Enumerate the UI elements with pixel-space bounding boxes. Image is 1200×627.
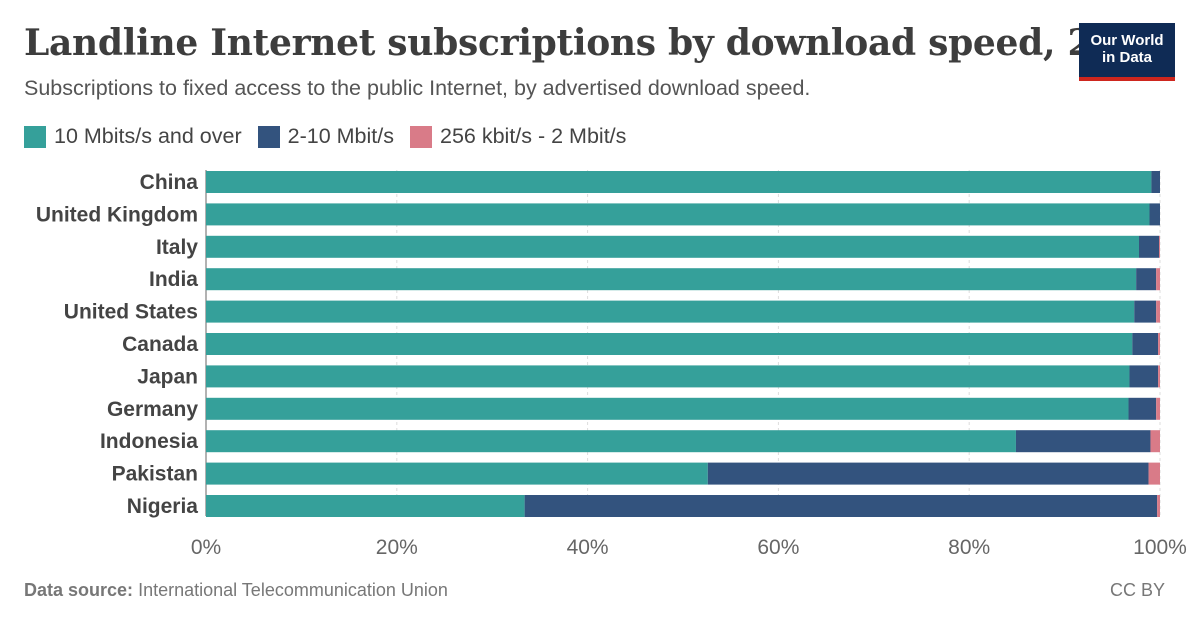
bar-segment[interactable] bbox=[206, 365, 1130, 388]
bar-segment[interactable] bbox=[1156, 397, 1160, 420]
bar-segment[interactable] bbox=[206, 495, 525, 517]
category-label: India bbox=[149, 268, 198, 291]
category-label: Indonesia bbox=[100, 430, 198, 453]
legend-swatch bbox=[409, 125, 432, 148]
chart-subtitle: Subscriptions to fixed access to the pub… bbox=[24, 76, 811, 100]
legend-swatch bbox=[24, 125, 46, 148]
category-label: China bbox=[140, 171, 199, 194]
bar-segment[interactable] bbox=[1149, 203, 1160, 226]
bar-segment[interactable] bbox=[707, 462, 1149, 485]
bar-segment[interactable] bbox=[206, 462, 708, 485]
category-label: Italy bbox=[156, 236, 198, 259]
legend-item[interactable]: 256 kbit/s - 2 Mbit/s bbox=[409, 124, 627, 149]
legend-label: 256 kbit/s - 2 Mbit/s bbox=[439, 124, 627, 148]
stacked-bar-chart: 0% 20% 40% 60% 80% 100% China United Kingdom Ita… bbox=[36, 170, 1187, 559]
bar-segment[interactable] bbox=[206, 268, 1137, 291]
bar-segment[interactable] bbox=[1159, 235, 1160, 258]
bar-segment[interactable] bbox=[1139, 235, 1160, 258]
x-tick-label: 100% bbox=[1133, 536, 1187, 559]
logo-line-2: in Data bbox=[1101, 49, 1152, 66]
x-tick-label: 80% bbox=[948, 536, 990, 559]
x-tick-label: 0% bbox=[191, 536, 221, 559]
data-source-text: International Telecommunication Union bbox=[138, 580, 448, 600]
category-label: United States bbox=[64, 301, 198, 324]
data-source: Data source: International Telecommunica… bbox=[24, 580, 448, 601]
logo-line-1: Our World bbox=[1090, 32, 1164, 49]
owid-logo[interactable]: Our World in Data bbox=[1079, 23, 1175, 81]
category-label: Nigeria bbox=[127, 495, 199, 518]
bar-segment[interactable] bbox=[1134, 300, 1157, 323]
bar-segment[interactable] bbox=[1158, 333, 1160, 355]
category-label: Japan bbox=[137, 365, 198, 388]
bar-segment[interactable] bbox=[1015, 430, 1151, 453]
bar-segment[interactable] bbox=[206, 430, 1016, 453]
chart-title: Landline Internet subscriptions by downl… bbox=[24, 22, 1167, 64]
bar-segment[interactable] bbox=[1156, 268, 1160, 291]
legend-swatch bbox=[257, 125, 280, 148]
bar-segment[interactable] bbox=[206, 171, 1152, 193]
legend-item[interactable]: 2-10 Mbit/s bbox=[257, 124, 394, 149]
x-tick-label: 20% bbox=[376, 536, 418, 559]
x-tick-label: 40% bbox=[567, 536, 609, 559]
category-label: Germany bbox=[107, 398, 198, 421]
bar-segment[interactable] bbox=[206, 300, 1135, 323]
bar-segment[interactable] bbox=[1129, 365, 1159, 388]
chart-legend: 10 Mbits/s and over 2-10 Mbit/s 256 kbit/s… bbox=[24, 124, 642, 149]
bar-segment[interactable] bbox=[1150, 430, 1160, 453]
bar-segment[interactable] bbox=[206, 333, 1133, 355]
category-label: Pakistan bbox=[112, 463, 198, 486]
bar-segment[interactable] bbox=[1156, 300, 1160, 323]
bar-segment[interactable] bbox=[1151, 171, 1160, 193]
bar-segment[interactable] bbox=[1158, 365, 1160, 388]
data-source-label: Data source: bbox=[24, 580, 134, 600]
category-label: Canada bbox=[122, 333, 198, 356]
bar-segment[interactable] bbox=[1132, 333, 1159, 355]
legend-label: 2-10 Mbit/s bbox=[287, 124, 394, 148]
bar-segment[interactable] bbox=[206, 397, 1129, 420]
x-tick-label: 60% bbox=[757, 536, 799, 559]
bar-segment[interactable] bbox=[1136, 268, 1157, 291]
legend-item[interactable]: 10 Mbits/s and over bbox=[24, 124, 242, 149]
bar-segment[interactable] bbox=[524, 495, 1158, 517]
category-label: United Kingdom bbox=[36, 203, 198, 226]
bar-segment[interactable] bbox=[1128, 397, 1157, 420]
bar-segment[interactable] bbox=[206, 203, 1150, 226]
bar-segment[interactable] bbox=[206, 235, 1140, 258]
legend-label: 10 Mbits/s and over bbox=[54, 124, 242, 148]
bar-segment[interactable] bbox=[1157, 495, 1160, 517]
license-link[interactable]: CC BY bbox=[1110, 580, 1166, 600]
bar-segment[interactable] bbox=[1148, 462, 1160, 485]
